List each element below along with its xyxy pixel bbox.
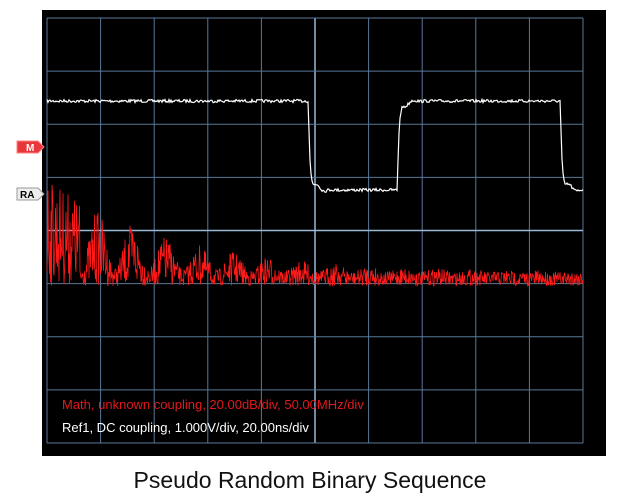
- screen: [42, 10, 606, 456]
- caption: Pseudo Random Binary Sequence: [134, 467, 487, 493]
- marker-label: RA: [20, 190, 34, 201]
- math-waveform: [46, 184, 584, 287]
- ref-marker: RA: [16, 187, 45, 201]
- ref-readout: Ref1, DC coupling, 1.000V/div, 20.00ns/d…: [62, 420, 309, 435]
- ref-waveform: [46, 97, 584, 193]
- math-readout: Math, unknown coupling, 20.00dB/div, 50.…: [62, 397, 364, 412]
- math-marker: M: [16, 140, 45, 154]
- marker-label: M: [26, 143, 34, 154]
- graticule: [46, 17, 584, 444]
